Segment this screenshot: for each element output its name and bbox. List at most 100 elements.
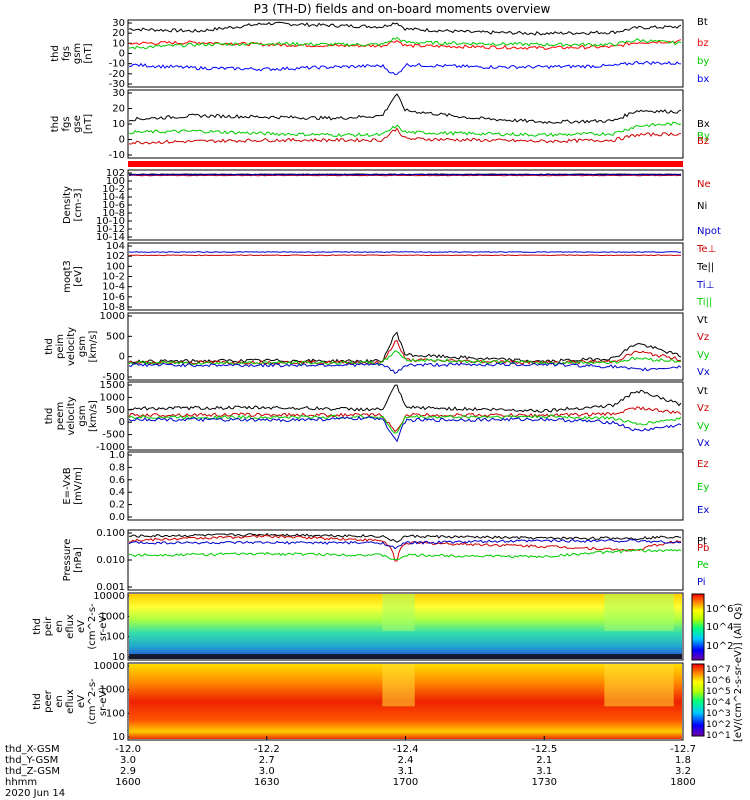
- y-axis-label: velocity: [66, 396, 77, 435]
- series-line-Npot: [129, 173, 682, 176]
- panel-frame: [127, 89, 684, 159]
- y-tick-label: 0.8: [109, 462, 125, 473]
- y-tick-label: 1000: [100, 611, 125, 622]
- legend-entry-Vt: Vt: [697, 315, 708, 326]
- legend-entry-Pe: Pe: [697, 560, 709, 571]
- y-tick-label: 10-2: [102, 184, 125, 195]
- y-axis-label: [nT]: [83, 114, 94, 134]
- y-tick-label: -30: [109, 79, 125, 90]
- panel-frame: [127, 381, 684, 451]
- colorbar-peir: 10^6 10^4 10^2: [691, 593, 733, 661]
- y-tick-label: 0.001: [96, 582, 125, 593]
- y-tick-label: 10-10: [96, 216, 125, 227]
- legend-entry-Npot: Npot: [697, 226, 721, 237]
- legend-entry-Te⊥: Te⊥: [696, 244, 716, 255]
- y-axis-label: thd: [32, 618, 43, 635]
- colorbar-peer-tick-1: 10^6: [706, 676, 731, 686]
- legend-entry-Pi: Pi: [697, 577, 706, 588]
- legend-entry-Bt: Bt: [697, 17, 708, 28]
- y-axis-label: fgs: [61, 116, 72, 131]
- y-axis-label: peir: [43, 616, 54, 636]
- panel-density: Density [cm-3] 10210010-210-410-610-810-10…: [62, 168, 721, 243]
- y-axis-label: peer: [43, 689, 54, 713]
- y-tick-label: 0.010: [96, 555, 125, 566]
- y-axis-label: gsm: [77, 336, 88, 357]
- y-axis-label: (cm^2-s-: [87, 603, 98, 650]
- legend-entry-Ez: Ez: [697, 459, 709, 470]
- y-tick-label: 1.0: [109, 450, 125, 461]
- y-tick-label: 10-4: [102, 192, 125, 203]
- y-tick-label: 10: [112, 652, 125, 663]
- y-tick-label: 30: [112, 88, 125, 99]
- x-tick-label: -12.0: [115, 744, 141, 755]
- y-tick-label: 10-2: [102, 272, 125, 283]
- y-axis-label: thd: [44, 338, 55, 355]
- y-axis-label: thd: [50, 45, 61, 62]
- series-line-bx: [128, 60, 682, 76]
- y-tick-label: 10: [112, 38, 125, 49]
- y-tick-label: 100: [106, 632, 125, 643]
- y-tick-label: 10-4: [102, 282, 125, 293]
- panel-frame: [127, 242, 684, 311]
- legend-entry-Ey: Ey: [697, 482, 709, 493]
- legend-entry-Ex: Ex: [697, 505, 709, 516]
- y-tick-label: 102: [106, 251, 125, 262]
- y-axis-label: eflux: [65, 614, 76, 639]
- spectrogram-feature: [604, 664, 674, 707]
- legend-entry-Ni: Ni: [697, 201, 707, 212]
- y-axis-label: thd: [44, 408, 55, 425]
- y-tick-label: 0.100: [96, 528, 125, 539]
- legend-entry-by: by: [697, 56, 709, 67]
- y-tick-label: 104: [106, 241, 125, 252]
- legend-entry-bz: bz: [697, 38, 709, 49]
- y-tick-label: 0: [119, 417, 125, 428]
- y-axis-label: Pressure: [62, 539, 73, 582]
- x-tick-label: 3.2: [675, 766, 691, 777]
- colorbar-peer-gradient: [691, 663, 705, 737]
- colorbar-peir-tick-0: 10^6: [706, 604, 733, 615]
- y-tick-label: -10: [109, 150, 125, 161]
- legend-entry-Vt: Vt: [697, 386, 708, 397]
- y-axis-label: gse: [72, 115, 83, 133]
- legend-entry-Vz: Vz: [697, 332, 709, 343]
- y-tick-label: 1000: [100, 392, 125, 403]
- colorbar-peir-tick-1: 10^4: [706, 622, 733, 633]
- y-tick-label: 0.6: [109, 475, 125, 486]
- y-axis-label: gsm: [72, 43, 83, 64]
- colorbar-peer-tick-6: 10^1: [706, 731, 731, 741]
- y-tick-label: 0: [119, 49, 125, 60]
- panel-efield: E=-VxB [mV/m] 1.00.8 0.60.4 0.20.0 Ez Ey Ex: [62, 450, 709, 523]
- x-tick-label: 3.1: [536, 766, 552, 777]
- legend-entry-Vy: Vy: [697, 421, 710, 432]
- series-line-Bz: [128, 127, 682, 145]
- y-axis-label: peim: [55, 334, 66, 359]
- colorbar-peer: 10^7 10^6 10^5 10^4 10^3 10^2 10^1: [691, 663, 731, 741]
- y-tick-label: -500: [102, 372, 125, 383]
- y-tick-label: 10-14: [96, 232, 125, 243]
- series-line-Vx: [128, 416, 682, 443]
- y-axis-label: fgs: [61, 46, 72, 61]
- y-tick-label: -10: [109, 59, 125, 70]
- y-axis-label: [cm-3]: [73, 188, 84, 221]
- series-line-Vy: [128, 350, 682, 366]
- y-tick-label: 102: [106, 168, 125, 179]
- x-row-label-3: hhmm: [5, 777, 37, 788]
- x-tick-label: 1600: [115, 777, 140, 788]
- y-tick-label: 10-6: [102, 292, 125, 303]
- x-tick-label: 1630: [254, 777, 279, 788]
- x-row-label-2: thd_Z-GSM: [5, 766, 60, 777]
- y-tick-label: 10: [112, 119, 125, 130]
- y-tick-label: 1500: [100, 380, 125, 391]
- y-axis-label: moqt3: [62, 260, 73, 293]
- x-tick-label: 2.1: [536, 755, 552, 766]
- colorbar-peir-gradient: [691, 593, 705, 661]
- y-axis-label: [mV/m]: [73, 467, 84, 505]
- y-axis-label: [km/s]: [88, 400, 99, 432]
- y-tick-label: 10-8: [102, 302, 125, 313]
- series-line-Pt: [128, 532, 682, 543]
- y-tick-label: 100: [106, 176, 125, 187]
